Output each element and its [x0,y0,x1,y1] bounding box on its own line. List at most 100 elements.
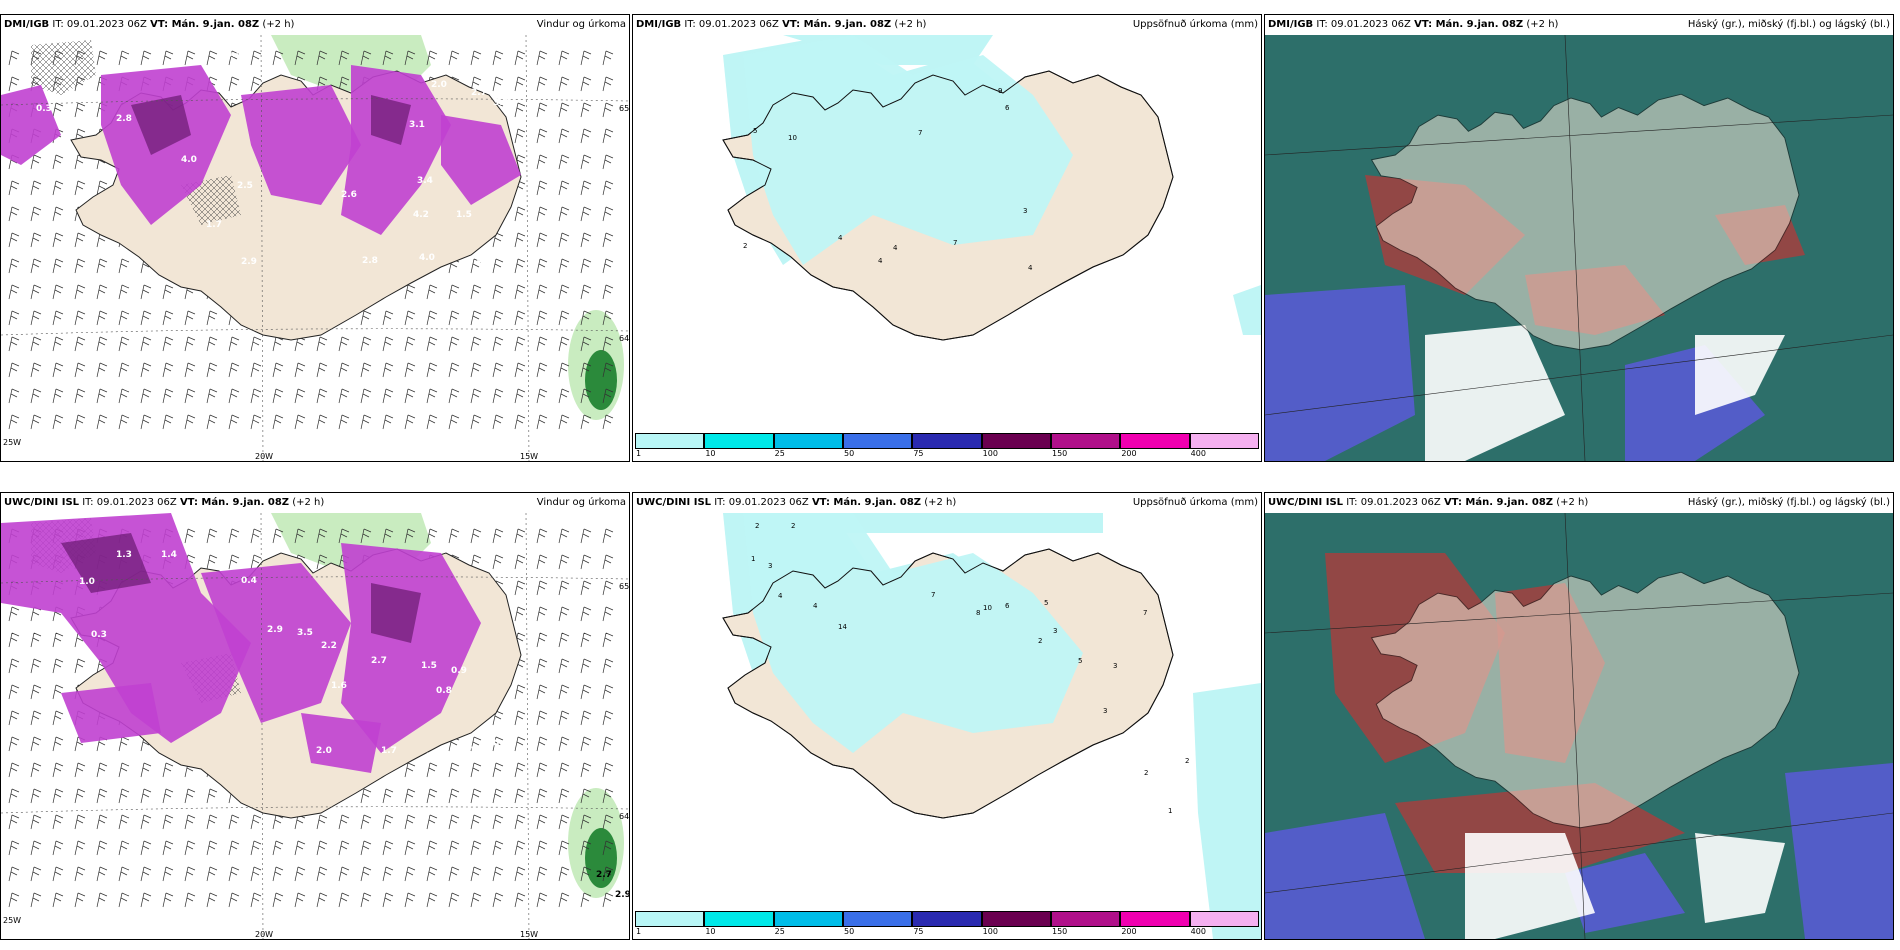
precip-value-label: 3.0 [493,98,509,108]
colorbar-tick: 10 [705,927,716,936]
precip-value-label: 3.4 [417,176,433,186]
grid-label-65n: 65N [619,582,629,591]
grid-label-20w: 20W [255,452,273,461]
precip-value-label: 1.5 [456,210,472,220]
colorbar-swatch [704,433,774,449]
precip-value-label: 2.9 [615,890,629,900]
precip-dark-magenta-area [131,95,411,155]
precip-value-label: 3.1 [409,120,425,130]
precip-dark-area [585,350,617,410]
precip-value-label: 1.5 [421,661,437,671]
precip-dark-area [585,828,617,888]
cloud-low-area [1265,813,1425,939]
precip-value-label: 1.3 [116,550,132,560]
lat-lon-grid [1,513,629,939]
precip-magenta-area [1,85,61,165]
precip-value-label: 2.6 [476,255,492,265]
colorbar-swatch [1120,433,1190,449]
panel-uwc-wind: UWC/DINI ISL IT: 09.01.2023 06Z VT: Mán.… [0,492,630,940]
precip-accum-area [1193,683,1261,939]
panel-header: UWC/DINI ISL IT: 09.01.2023 06Z VT: Mán.… [1265,493,1893,513]
precip-value-label: 1.7 [381,746,397,756]
colorbar-tick: 50 [844,449,855,458]
colorbar-tick: 25 [774,927,785,936]
precip-magenta-area [341,65,451,235]
precip-value-label: 3.2 [426,752,442,762]
grid-label-25w: 25W [3,916,21,925]
panel-header: UWC/DINI ISL IT: 09.01.2023 06Z VT: Mán.… [1,493,629,513]
precip-value-label: 2.8 [362,256,378,266]
accum-value-label: 10 [983,604,992,612]
colorbar-swatch [1051,911,1121,927]
accum-value-label: 3 [1053,627,1057,635]
map-boundary-lines [1265,513,1893,939]
colorbar-tick: 75 [913,449,924,458]
colorbar-swatch [1189,433,1259,449]
precip-value-label: 4.0 [181,155,197,165]
cloud-cover-map [1265,513,1893,939]
precip-accum-area [743,35,1073,265]
clear-sky-area [1465,833,1785,939]
colorbar-tick: 200 [1121,927,1137,936]
grid-label-15w: 15W [520,452,538,461]
accum-value-label: 8 [976,609,980,617]
accum-value-label: 7 [1143,609,1147,617]
precip-value-label: 1.6 [331,681,347,691]
precip-value-label: 2.0 [431,80,447,90]
colorbar-swatch [773,911,843,927]
colorbar-swatch [635,433,705,449]
precip-value-label: 3.5 [297,628,313,638]
panel-header: UWC/DINI ISL IT: 09.01.2023 06Z VT: Mán.… [633,493,1261,513]
precip-dark-magenta-area [61,533,421,643]
colorbar-tick: 50 [844,927,855,936]
colorbar-swatch [843,911,913,927]
colorbar-tick: 25 [774,449,785,458]
accum-value-label: 2 [791,522,795,530]
coastline [722,70,1174,341]
accum-value-label: 6 [1005,104,1010,112]
grid-label-20w: 20W [255,930,273,939]
precip-magenta-area [241,85,361,205]
precip-value-label: 2.7 [371,656,387,666]
colorbar-tick: 75 [913,927,924,936]
accum-precip-map: 5 10 7 6 9 4 2 4 4 7 3 4 [633,35,1261,461]
cloud-cover-map [1265,35,1893,461]
precip-value-label: 0.3 [36,104,52,114]
accum-value-label: 3 [1103,707,1107,715]
precip-magenta-area [201,563,351,723]
wind-precip-map: 20W 15W 25W 65N 64N 0.5 2.6 2.0 2.7 3.0 0.3 2.8 4.0 3… [1,35,629,461]
colorbar-tick: 200 [1121,449,1137,458]
accum-value-label: 4 [778,592,783,600]
panel-header: DMI/IGB IT: 09.01.2023 06Z VT: Mán. 9.ja… [1265,15,1893,35]
accum-value-label: 10 [788,134,797,142]
colorbar-tick: 1 [636,927,642,936]
colorbar-swatch [981,433,1051,449]
grid-label-64n: 64N [619,334,629,343]
accum-value-label: 1 [751,555,755,563]
accum-value-label: 5 [1044,599,1048,607]
accum-value-label: 3 [768,562,772,570]
accum-value-label: 9 [998,87,1002,95]
wind-precip-map: 20W 15W 25W 65N 64N 1.3 1.4 1.0 0.4 0.3 2.9 3.5 2.2 2… [1,513,629,939]
accum-value-label: 4 [893,244,898,252]
accum-value-label: 7 [918,129,922,137]
precip-value-label: 2.7 [471,88,487,98]
precip-value-label: 2.6 [341,190,357,200]
colorbar-tick: 150 [1052,449,1068,458]
accum-value-label: 2 [743,242,747,250]
colorbar-tick: 100 [982,927,998,936]
colorbar-swatch [1051,433,1121,449]
panel-dmi-wind: DMI/IGB IT: 09.01.2023 06Z VT: Mán. 9.ja… [0,14,630,462]
precip-magenta-area [441,115,521,205]
precip-value-label: 2.5 [237,181,253,191]
lat-lon-grid [1,35,629,461]
precip-value-label: 0.8 [436,686,452,696]
precip-value-label: 0.5 [226,50,242,60]
hatched-area [31,40,241,225]
colorbar-tick: 400 [1190,927,1206,936]
accum-value-label: 1 [1168,807,1172,815]
colorbar-swatch [843,433,913,449]
panel-dmi-cloud: DMI/IGB IT: 09.01.2023 06Z VT: Mán. 9.ja… [1264,14,1894,462]
colorbar-tick: 100 [982,449,998,458]
